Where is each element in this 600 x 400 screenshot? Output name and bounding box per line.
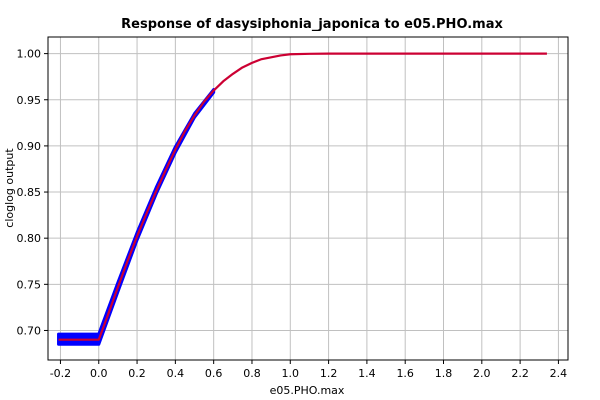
y-tick-label: 1.00: [17, 48, 42, 61]
x-tick-label: 0.6: [205, 367, 223, 380]
y-tick-label: 0.95: [17, 94, 42, 107]
y-tick-label: 0.75: [17, 278, 42, 291]
x-tick-label: 2.2: [511, 367, 529, 380]
chart-title: Response of dasysiphonia_japonica to e05…: [121, 17, 503, 32]
x-tick-label: 2.4: [550, 367, 568, 380]
x-tick-label: 1.2: [320, 367, 338, 380]
variability-band: [57, 88, 216, 346]
x-tick-label: 2.0: [473, 367, 491, 380]
mean-response-line: [58, 52, 547, 341]
x-axis-ticks: -0.2 0.0 0.2 0.4 0.6 0.8 1.0 1.2 1.4 1.6 1.8 2.0 2.2…: [50, 360, 567, 380]
grid: [48, 37, 568, 360]
x-axis-label: e05.PHO.max: [270, 384, 345, 397]
x-tick-label: 0.2: [128, 367, 146, 380]
x-tick-label: -0.2: [50, 367, 71, 380]
y-tick-label: 0.90: [17, 140, 42, 153]
x-tick-label: 1.4: [358, 367, 376, 380]
x-tick-label: 0.4: [167, 367, 185, 380]
x-tick-label: 0.0: [90, 367, 108, 380]
y-tick-label: 0.70: [17, 324, 42, 337]
plot-area: [57, 52, 547, 346]
y-axis-ticks: 0.70 0.75 0.80 0.85 0.90 0.95 1.00: [17, 48, 48, 337]
y-tick-label: 0.80: [17, 232, 42, 245]
x-tick-label: 0.8: [243, 367, 261, 380]
x-tick-label: 1.8: [435, 367, 453, 380]
y-axis-label: cloglog output: [3, 148, 16, 228]
x-tick-label: 1.0: [282, 367, 300, 380]
y-tick-label: 0.85: [17, 186, 42, 199]
x-tick-label: 1.6: [396, 367, 414, 380]
plot-frame: [47, 36, 569, 361]
